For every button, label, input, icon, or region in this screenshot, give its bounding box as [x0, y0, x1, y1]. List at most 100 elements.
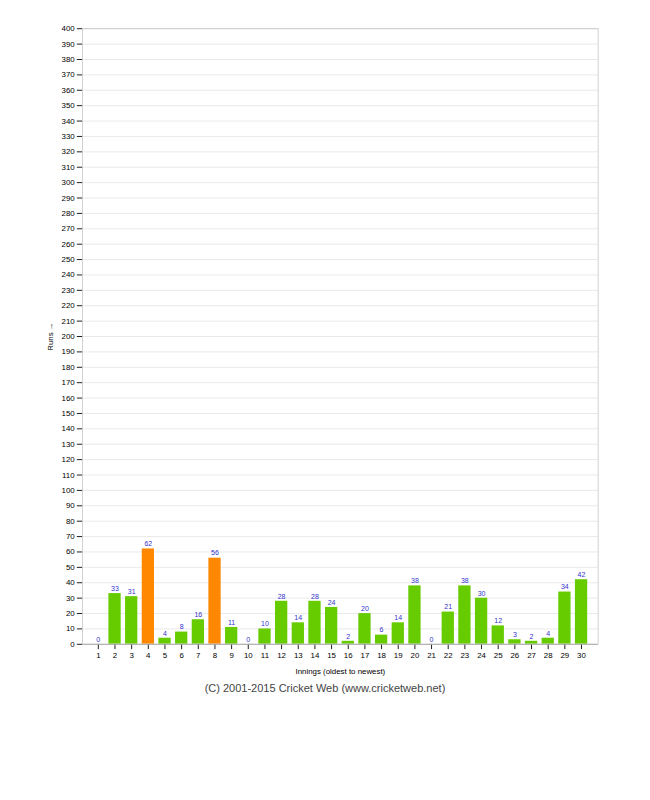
- svg-text:60: 60: [66, 547, 75, 556]
- svg-text:240: 240: [62, 270, 76, 279]
- svg-text:7: 7: [196, 651, 200, 660]
- svg-text:13: 13: [294, 651, 303, 660]
- svg-text:0: 0: [246, 636, 250, 643]
- svg-text:2: 2: [113, 651, 117, 660]
- svg-text:27: 27: [527, 651, 536, 660]
- svg-text:290: 290: [62, 194, 76, 203]
- svg-text:160: 160: [62, 394, 76, 403]
- svg-text:280: 280: [62, 209, 76, 218]
- svg-text:3: 3: [513, 631, 517, 638]
- svg-text:140: 140: [62, 424, 76, 433]
- svg-text:14: 14: [294, 614, 302, 621]
- svg-text:330: 330: [62, 132, 76, 141]
- svg-text:4: 4: [163, 630, 167, 637]
- svg-text:2: 2: [346, 633, 350, 640]
- svg-text:23: 23: [460, 651, 469, 660]
- svg-text:19: 19: [394, 651, 403, 660]
- svg-text:0: 0: [430, 636, 434, 643]
- svg-text:4: 4: [146, 651, 151, 660]
- svg-text:40: 40: [66, 578, 75, 587]
- svg-text:20: 20: [361, 605, 369, 612]
- svg-text:210: 210: [62, 317, 76, 326]
- svg-text:9: 9: [229, 651, 233, 660]
- svg-text:360: 360: [62, 86, 76, 95]
- svg-text:370: 370: [62, 70, 76, 79]
- svg-text:8: 8: [213, 651, 218, 660]
- svg-text:10: 10: [244, 651, 253, 660]
- svg-text:38: 38: [461, 577, 469, 584]
- svg-text:90: 90: [66, 501, 75, 510]
- svg-text:16: 16: [344, 651, 353, 660]
- svg-text:400: 400: [62, 24, 76, 33]
- svg-text:1: 1: [96, 651, 100, 660]
- svg-text:250: 250: [62, 255, 76, 264]
- svg-text:220: 220: [62, 301, 76, 310]
- svg-text:5: 5: [163, 651, 168, 660]
- svg-text:31: 31: [128, 588, 136, 595]
- svg-text:29: 29: [560, 651, 569, 660]
- svg-text:22: 22: [444, 651, 453, 660]
- svg-text:10: 10: [261, 620, 269, 627]
- svg-text:14: 14: [394, 614, 402, 621]
- svg-text:Innings (oldest to newest): Innings (oldest to newest): [295, 667, 385, 676]
- svg-text:170: 170: [62, 378, 76, 387]
- svg-text:15: 15: [327, 651, 336, 660]
- svg-text:260: 260: [62, 240, 76, 249]
- svg-text:150: 150: [62, 409, 76, 418]
- svg-text:390: 390: [62, 40, 76, 49]
- svg-text:340: 340: [62, 117, 76, 126]
- svg-text:38: 38: [411, 577, 419, 584]
- svg-text:0: 0: [96, 636, 100, 643]
- svg-text:3: 3: [129, 651, 134, 660]
- svg-text:200: 200: [62, 332, 76, 341]
- svg-text:25: 25: [494, 651, 503, 660]
- svg-text:4: 4: [546, 630, 550, 637]
- svg-text:16: 16: [194, 611, 202, 618]
- svg-text:62: 62: [144, 540, 152, 547]
- svg-text:8: 8: [180, 623, 184, 630]
- svg-text:270: 270: [62, 224, 76, 233]
- svg-text:6: 6: [380, 626, 384, 633]
- svg-text:21: 21: [427, 651, 436, 660]
- svg-text:30: 30: [66, 594, 75, 603]
- svg-text:Runs →: Runs →: [46, 322, 55, 350]
- svg-text:30: 30: [577, 651, 586, 660]
- svg-text:42: 42: [578, 571, 586, 578]
- svg-text:24: 24: [477, 651, 486, 660]
- svg-text:320: 320: [62, 147, 76, 156]
- svg-text:110: 110: [62, 471, 75, 480]
- svg-text:12: 12: [494, 617, 502, 624]
- svg-text:28: 28: [544, 651, 553, 660]
- svg-text:18: 18: [377, 651, 386, 660]
- svg-text:300: 300: [62, 178, 76, 187]
- svg-text:34: 34: [561, 583, 569, 590]
- svg-text:0: 0: [70, 640, 75, 649]
- svg-text:14: 14: [311, 651, 320, 660]
- svg-text:2: 2: [530, 633, 534, 640]
- svg-text:50: 50: [66, 563, 75, 572]
- svg-text:11: 11: [228, 619, 235, 626]
- svg-text:11: 11: [261, 651, 269, 660]
- svg-text:80: 80: [66, 517, 75, 526]
- svg-text:350: 350: [62, 101, 76, 110]
- svg-text:230: 230: [62, 286, 76, 295]
- svg-text:30: 30: [478, 590, 486, 597]
- svg-text:33: 33: [111, 585, 119, 592]
- svg-text:70: 70: [66, 532, 75, 541]
- svg-text:100: 100: [62, 486, 76, 495]
- svg-text:10: 10: [66, 624, 75, 633]
- svg-text:6: 6: [179, 651, 184, 660]
- svg-text:17: 17: [361, 651, 370, 660]
- svg-text:28: 28: [311, 593, 319, 600]
- svg-text:24: 24: [328, 599, 336, 606]
- svg-text:21: 21: [444, 603, 452, 610]
- svg-text:20: 20: [66, 609, 75, 618]
- svg-text:310: 310: [62, 163, 76, 172]
- svg-text:180: 180: [62, 363, 76, 372]
- svg-text:56: 56: [211, 549, 219, 556]
- svg-text:20: 20: [411, 651, 420, 660]
- svg-text:28: 28: [278, 593, 286, 600]
- svg-text:12: 12: [277, 651, 286, 660]
- svg-text:26: 26: [510, 651, 519, 660]
- svg-text:120: 120: [62, 455, 76, 464]
